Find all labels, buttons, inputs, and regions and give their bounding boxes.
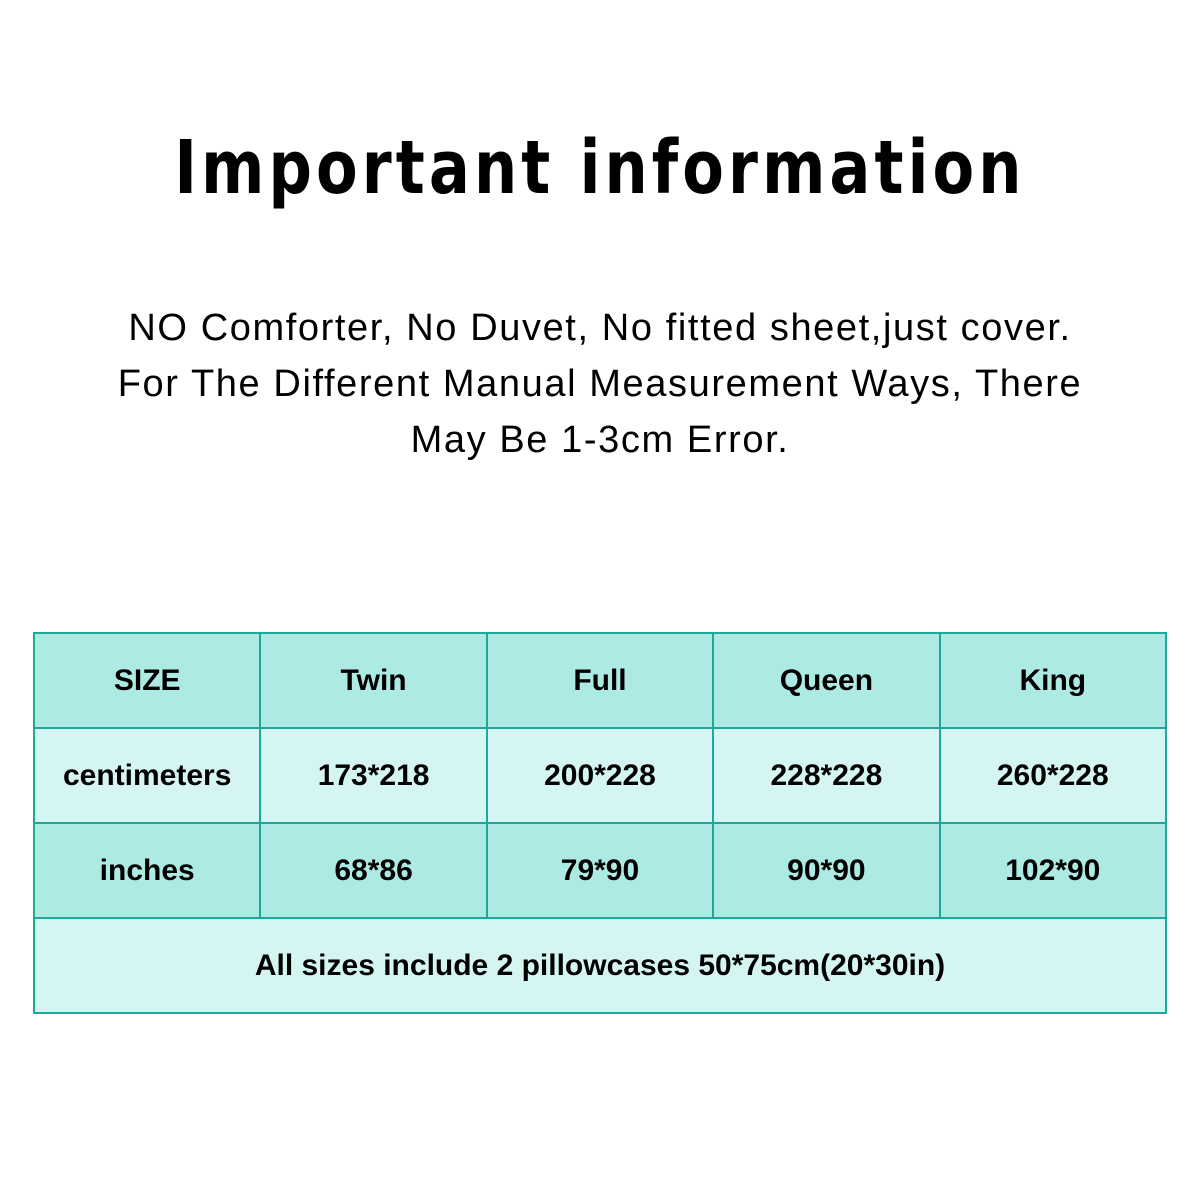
table-cell: 200*228 [485, 727, 715, 824]
table-footer-row: All sizes include 2 pillowcases 50*75cm(… [33, 917, 1167, 1014]
footer-cell: All sizes include 2 pillowcases 50*75cm(… [33, 917, 1167, 1014]
page-title: Important information [174, 125, 1026, 211]
table-cell: 79*90 [485, 822, 715, 919]
header-cell: Full [485, 632, 715, 729]
table-cell: 68*86 [259, 822, 488, 919]
row-label: inches [32, 822, 262, 919]
table-cell: 260*228 [938, 727, 1168, 824]
table-cell: 90*90 [712, 822, 941, 919]
row-label: centimeters [32, 727, 262, 824]
table-row: centimeters 173*218 200*228 228*228 260*… [32, 727, 1168, 824]
note-line: For The Different Manual Measurement Way… [117, 363, 1083, 405]
header-cell: King [938, 632, 1168, 729]
table-cell: 173*218 [259, 727, 488, 824]
header-cell: SIZE [32, 632, 262, 729]
notes: NO Comforter, No Duvet, No fitted sheet,… [0, 300, 1200, 468]
table-cell: 102*90 [938, 822, 1168, 919]
note-line: NO Comforter, No Duvet, No fitted sheet,… [128, 307, 1072, 349]
size-table: SIZE Twin Full Queen King centimeters 17… [32, 632, 1168, 1014]
table-row: inches 68*86 79*90 90*90 102*90 [32, 822, 1168, 919]
table-header-row: SIZE Twin Full Queen King [32, 632, 1168, 729]
note-line: May Be 1-3cm Error. [410, 419, 790, 461]
header-cell: Twin [259, 632, 488, 729]
table-cell: 228*228 [712, 727, 941, 824]
header-cell: Queen [712, 632, 941, 729]
